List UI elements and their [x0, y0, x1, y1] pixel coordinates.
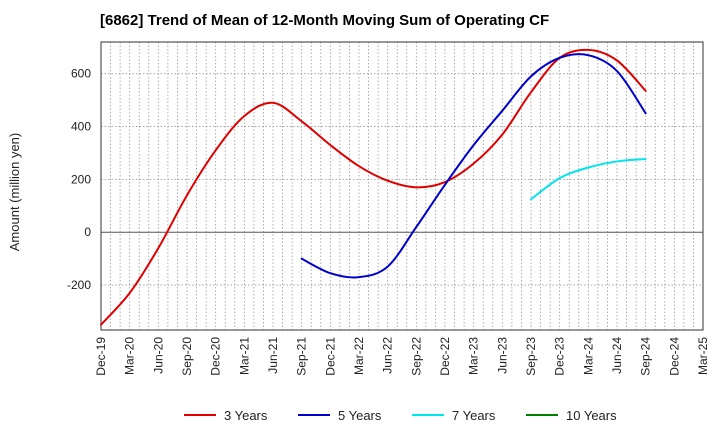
x-tick-label: Dec-24 [667, 337, 681, 376]
y-axis-title: Amount (million yen) [7, 133, 22, 252]
x-tick-label: Dec-21 [323, 337, 337, 376]
x-axis-ticks: Dec-19 Mar-20 Jun-20 Sep-20 Dec-20 Mar-21 Jun-… [94, 337, 710, 376]
x-tick-label: Dec-20 [209, 337, 223, 376]
x-tick-label: Dec-22 [438, 337, 452, 376]
legend: 3 Years 5 Years 7 Years 10 Years [184, 408, 617, 423]
y-tick-label: 600 [71, 67, 91, 81]
x-tick-label: Mar-24 [581, 337, 595, 375]
y-tick-label: 0 [84, 225, 91, 239]
legend-item-3-years: 3 Years [184, 408, 268, 423]
series-line-3-years [100, 48, 647, 326]
x-tick-label: Jun-23 [495, 337, 509, 374]
x-tick-label: Jun-22 [381, 337, 395, 374]
legend-item-5-years: 5 Years [298, 408, 382, 423]
x-tick-label: Mar-25 [696, 337, 710, 375]
x-tick-label: Sep-20 [180, 337, 194, 376]
x-tick-label: Dec-23 [553, 337, 567, 376]
legend-label: 3 Years [224, 408, 268, 423]
x-tick-label: Jun-24 [610, 337, 624, 374]
chart-title: [6862] Trend of Mean of 12-Month Moving … [100, 12, 550, 29]
y-tick-label: 400 [71, 120, 91, 134]
plot-frame [100, 41, 704, 331]
x-tick-label: Sep-22 [409, 337, 423, 376]
legend-label: 5 Years [338, 408, 382, 423]
legend-item-7-years: 7 Years [412, 408, 496, 423]
x-tick-label: Sep-23 [524, 337, 538, 376]
series-line-7-years [530, 158, 647, 201]
y-tick-label: 200 [71, 172, 91, 186]
x-tick-label: Jun-20 [151, 337, 165, 374]
x-tick-label: Dec-19 [94, 337, 108, 376]
x-tick-label: Jun-21 [266, 337, 280, 374]
x-tick-label: Mar-21 [237, 337, 251, 375]
x-tick-label: Mar-22 [352, 337, 366, 375]
x-tick-label: Sep-21 [295, 337, 309, 376]
y-axis-ticks: -200 0 200 400 600 [67, 67, 91, 292]
y-tick-label: -200 [67, 278, 91, 292]
series-lines [100, 48, 647, 326]
x-tick-label: Sep-24 [639, 337, 653, 376]
legend-label: 7 Years [452, 408, 496, 423]
legend-label: 10 Years [566, 408, 617, 423]
series-line-5-years [300, 53, 647, 279]
legend-item-10-years: 10 Years [526, 408, 617, 423]
x-tick-label: Mar-23 [467, 337, 481, 375]
x-tick-label: Mar-20 [123, 337, 137, 375]
